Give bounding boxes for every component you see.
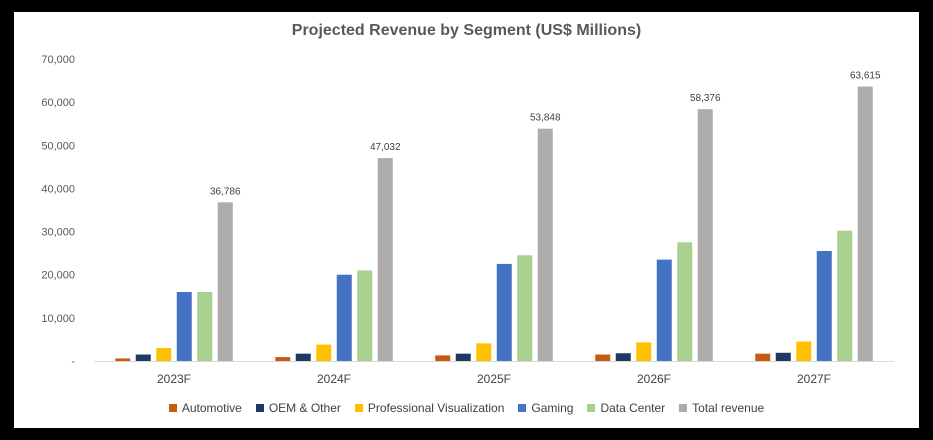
bar-data-center-2027f: [837, 230, 853, 361]
y-tick-label: 10,000: [41, 313, 75, 325]
legend-item: Data Center: [587, 401, 665, 415]
x-category-label: 2025F: [477, 372, 511, 386]
bar-gaming-2025f: [496, 263, 512, 361]
bar-gaming-2027f: [816, 250, 832, 361]
bar-gaming-2023f: [176, 291, 192, 361]
bar-data-center-2026f: [677, 242, 693, 361]
y-tick-label: 30,000: [41, 227, 75, 239]
bar-automotive-2023f: [115, 358, 131, 361]
x-category-label: 2023F: [157, 372, 191, 386]
chart-frame: Projected Revenue by Segment (US$ Millio…: [14, 12, 919, 428]
bar-total-revenue-2026f: [697, 109, 713, 361]
bar-professional-visualization-2023f: [156, 348, 172, 361]
legend-label: Data Center: [600, 401, 666, 415]
bar-total-revenue-2024f: [377, 158, 393, 361]
chart-plot: - 10,000 20,000 30,000 40,000 50,000 60,000 70,…: [41, 54, 894, 386]
bar-total-revenue-2023f: [217, 202, 233, 361]
bar-total-revenue-2025f: [537, 128, 553, 361]
legend-item: OEM & Other: [255, 401, 341, 415]
legend-swatch: [354, 404, 363, 412]
legend-swatch: [255, 404, 264, 412]
y-tick-label: 60,000: [41, 97, 75, 109]
legend-item: Gaming: [518, 401, 573, 415]
y-tick-label: 70,000: [41, 54, 75, 66]
legend-swatch: [679, 404, 688, 412]
legend-item: Automotive: [168, 401, 242, 415]
bar-automotive-2027f: [755, 353, 771, 361]
chart-legend: Automotive OEM & Other Professional Visual…: [14, 401, 919, 415]
legend-item: Total revenue: [679, 401, 764, 415]
legend-label: OEM & Other: [268, 401, 341, 415]
y-tick-label: -: [71, 356, 75, 368]
y-tick-label: 20,000: [41, 270, 75, 282]
bar-oem-other-2023f: [135, 354, 151, 361]
chart-title: Projected Revenue by Segment (US$ Millio…: [291, 22, 642, 39]
bar-automotive-2024f: [275, 357, 291, 361]
x-category-label: 2026F: [637, 372, 671, 386]
x-category-label: 2024F: [317, 372, 351, 386]
legend-label: Gaming: [531, 401, 574, 415]
bar-total-revenue-2027f: [857, 86, 873, 361]
bar-automotive-2025f: [435, 355, 451, 361]
bar-professional-visualization-2025f: [476, 343, 492, 361]
bar-gaming-2026f: [656, 259, 672, 361]
y-tick-label: 50,000: [41, 140, 75, 152]
data-label-total-revenue: 58,376: [690, 93, 721, 104]
legend-swatch: [168, 404, 177, 412]
x-category-label: 2027F: [797, 372, 831, 386]
bar-gaming-2024f: [336, 274, 352, 361]
bar-data-center-2025f: [517, 255, 533, 361]
y-tick-label: 40,000: [41, 183, 75, 195]
bar-oem-other-2026f: [615, 353, 631, 361]
data-label-total-revenue: 36,786: [210, 186, 241, 197]
data-label-total-revenue: 47,032: [370, 142, 401, 153]
legend-label: Total revenue: [692, 401, 765, 415]
legend-label: Professional Visualization: [367, 401, 505, 415]
bar-data-center-2023f: [197, 291, 213, 361]
legend-item: Professional Visualization: [354, 401, 505, 415]
bar-oem-other-2024f: [295, 353, 311, 361]
data-label-total-revenue: 63,615: [850, 71, 881, 82]
bar-oem-other-2027f: [775, 352, 791, 361]
data-label-total-revenue: 53,848: [530, 113, 561, 124]
bar-automotive-2026f: [595, 354, 611, 361]
bar-professional-visualization-2026f: [636, 342, 652, 361]
legend-swatch: [587, 404, 596, 412]
bar-oem-other-2025f: [455, 353, 471, 361]
legend-label: Automotive: [181, 401, 242, 415]
legend-swatch: [518, 404, 527, 412]
bar-professional-visualization-2027f: [796, 341, 812, 361]
bar-data-center-2024f: [357, 270, 373, 361]
bar-professional-visualization-2024f: [316, 344, 332, 361]
